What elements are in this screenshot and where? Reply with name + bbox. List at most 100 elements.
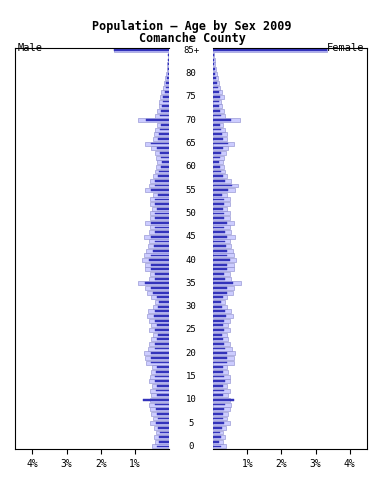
Bar <box>151 143 169 144</box>
Bar <box>154 245 169 247</box>
Bar <box>213 63 215 65</box>
Bar <box>213 72 217 76</box>
Bar <box>152 250 169 252</box>
Bar <box>213 444 226 448</box>
Bar <box>213 337 228 341</box>
Bar <box>213 115 221 117</box>
Bar <box>155 343 169 345</box>
Text: 40: 40 <box>186 255 196 264</box>
Bar <box>151 287 169 289</box>
Bar <box>213 106 219 107</box>
Bar <box>155 169 169 173</box>
Text: 50: 50 <box>186 209 196 218</box>
Bar <box>213 166 220 168</box>
Bar <box>152 333 169 336</box>
Bar <box>213 73 215 74</box>
Bar <box>213 253 234 257</box>
Bar <box>213 217 224 219</box>
Bar <box>213 101 218 103</box>
Bar <box>151 352 169 354</box>
Text: 65: 65 <box>186 139 196 148</box>
Bar <box>213 441 219 443</box>
Bar <box>213 427 222 429</box>
Bar <box>145 267 169 271</box>
Bar <box>213 385 223 387</box>
Bar <box>149 309 169 313</box>
Bar <box>159 133 169 135</box>
Bar <box>152 292 169 294</box>
Bar <box>213 91 218 93</box>
Bar <box>213 208 223 210</box>
Bar <box>213 431 223 434</box>
Bar <box>213 268 227 270</box>
Bar <box>154 426 169 430</box>
Bar <box>213 309 231 313</box>
Text: 70: 70 <box>186 116 196 125</box>
Bar <box>162 106 169 107</box>
Bar <box>154 435 169 439</box>
Bar <box>213 96 220 98</box>
Bar <box>155 329 169 331</box>
Bar <box>151 189 169 191</box>
Bar <box>159 301 169 303</box>
Bar <box>213 263 234 267</box>
Bar <box>145 142 169 145</box>
Bar <box>213 278 225 279</box>
Bar <box>213 230 231 234</box>
Bar <box>155 278 169 279</box>
Bar <box>161 124 169 126</box>
Bar <box>149 379 169 383</box>
Bar <box>150 179 169 183</box>
Bar <box>168 54 169 56</box>
Bar <box>161 166 169 168</box>
Bar <box>161 90 169 94</box>
Text: 0: 0 <box>189 442 194 451</box>
Bar <box>213 295 227 300</box>
Bar <box>150 197 169 202</box>
Bar <box>157 109 169 113</box>
Text: Population — Age by Sex 2009: Population — Age by Sex 2009 <box>92 20 292 33</box>
Bar <box>213 62 215 66</box>
Bar <box>152 174 169 178</box>
Bar <box>213 267 234 271</box>
Bar <box>147 314 169 318</box>
Bar <box>213 188 235 192</box>
Bar <box>213 67 216 71</box>
Bar <box>152 207 169 211</box>
Bar <box>213 417 227 420</box>
Bar <box>151 370 169 374</box>
Text: 55: 55 <box>186 186 196 195</box>
Text: Female: Female <box>327 43 365 53</box>
Bar <box>213 128 225 132</box>
Bar <box>213 352 227 354</box>
Bar <box>155 376 169 377</box>
Bar <box>213 169 225 173</box>
Bar <box>213 362 227 363</box>
Bar <box>213 264 227 265</box>
Bar <box>213 49 328 51</box>
Bar <box>213 120 231 121</box>
Bar <box>145 263 169 267</box>
Bar <box>150 272 169 276</box>
Bar <box>168 63 169 65</box>
Bar <box>164 91 169 93</box>
Bar <box>151 337 169 341</box>
Bar <box>213 100 221 104</box>
Bar <box>213 249 233 252</box>
Text: 45: 45 <box>186 232 196 241</box>
Bar <box>213 104 222 108</box>
Bar <box>213 142 234 145</box>
Bar <box>213 129 221 131</box>
Bar <box>213 221 234 225</box>
Bar <box>158 194 169 196</box>
Bar <box>159 100 169 104</box>
Bar <box>155 240 169 242</box>
Bar <box>149 276 169 281</box>
Text: 10: 10 <box>186 396 196 404</box>
Bar <box>213 370 228 374</box>
Bar <box>161 156 169 158</box>
Bar <box>213 59 214 60</box>
Bar <box>213 287 227 289</box>
Bar <box>213 199 224 200</box>
Bar <box>213 203 224 205</box>
